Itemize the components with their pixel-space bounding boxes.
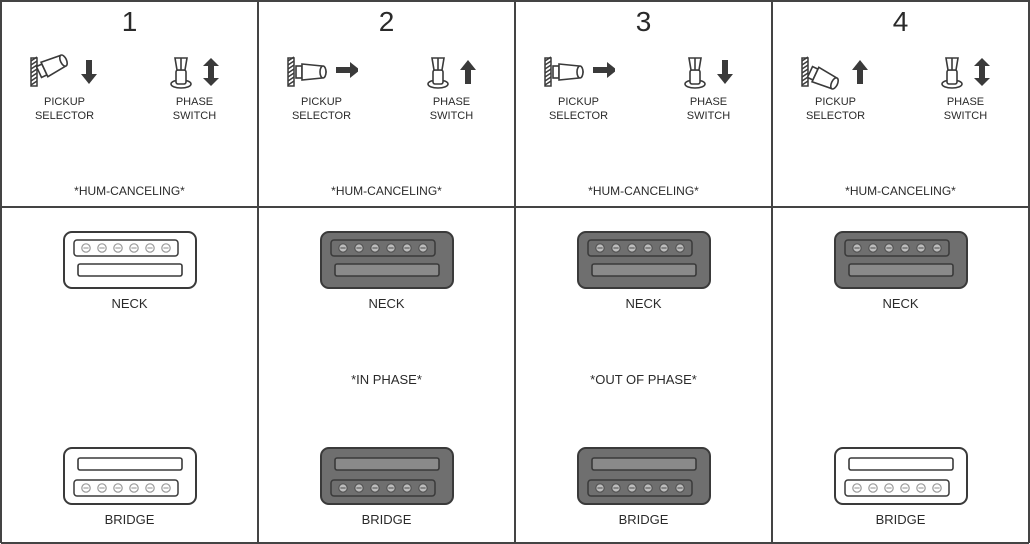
pickup-neck-icon	[831, 228, 971, 292]
selector-arrow-icon	[77, 58, 101, 86]
phase-switch-block: PHASE SWITCH	[916, 50, 1016, 124]
hum-canceling-label: *HUM-CANCELING*	[331, 184, 442, 198]
position-number: 3	[636, 6, 652, 38]
position-number: 2	[379, 6, 395, 38]
phase-switch-block: PHASE SWITCH	[145, 50, 245, 124]
bridge-pickup-block: BRIDGE	[574, 444, 714, 527]
bridge-label: BRIDGE	[876, 512, 926, 527]
pickup-bridge-icon	[317, 444, 457, 508]
position-bottom-2: NECK *IN PHASE* BRIDGE	[258, 207, 515, 544]
neck-label: NECK	[882, 296, 918, 311]
phase-switch-block: PHASE SWITCH	[402, 50, 502, 124]
pickup-selector-label: PICKUP SELECTOR	[292, 96, 351, 124]
selector-arrow-icon	[848, 58, 872, 86]
hum-canceling-label: *HUM-CANCELING*	[74, 184, 185, 198]
phase-switch-block: PHASE SWITCH	[659, 50, 759, 124]
bridge-label: BRIDGE	[362, 512, 412, 527]
position-top-1: 1 PICKUP SELECTOR	[1, 1, 258, 207]
pickup-selector-icon	[800, 52, 844, 92]
bridge-label: BRIDGE	[619, 512, 669, 527]
phase-switch-icon	[681, 54, 709, 90]
pickup-neck-icon	[574, 228, 714, 292]
position-number: 4	[893, 6, 909, 38]
pickup-selector-block: PICKUP SELECTOR	[272, 50, 372, 124]
controls-row: PICKUP SELECTOR PHASE SWITCH	[529, 50, 759, 124]
position-top-4: 4 PICKUP SELECTOR	[772, 1, 1029, 207]
position-number: 1	[122, 6, 138, 38]
bridge-pickup-block: BRIDGE	[831, 444, 971, 527]
controls-row: PICKUP SELECTOR PHASE SWITCH	[786, 50, 1016, 124]
pickup-selector-icon	[29, 52, 73, 92]
phase-switch-label: PHASE SWITCH	[687, 96, 730, 124]
neck-label: NECK	[111, 296, 147, 311]
pickup-selector-block: PICKUP SELECTOR	[529, 50, 629, 124]
phase-switch-label: PHASE SWITCH	[173, 96, 216, 124]
pickup-selector-block: PICKUP SELECTOR	[15, 50, 115, 124]
phase-switch-label: PHASE SWITCH	[430, 96, 473, 124]
neck-pickup-block: NECK	[317, 228, 457, 311]
pickup-bridge-icon	[831, 444, 971, 508]
position-top-3: 3 PICKUP SELECTOR	[515, 1, 772, 207]
neck-label: NECK	[368, 296, 404, 311]
neck-label: NECK	[625, 296, 661, 311]
neck-pickup-block: NECK	[574, 228, 714, 311]
phase-switch-icon	[938, 54, 966, 90]
pickup-bridge-icon	[574, 444, 714, 508]
pickup-selector-icon	[543, 52, 587, 92]
neck-pickup-block: NECK	[60, 228, 200, 311]
position-bottom-4: NECK BRIDGE	[772, 207, 1029, 544]
pickup-neck-icon	[60, 228, 200, 292]
position-bottom-1: NECK BRIDGE	[1, 207, 258, 544]
hum-canceling-label: *HUM-CANCELING*	[845, 184, 956, 198]
pickup-selector-label: PICKUP SELECTOR	[549, 96, 608, 124]
pickup-neck-icon	[317, 228, 457, 292]
phase-switch-icon	[424, 54, 452, 90]
phase-note: *OUT OF PHASE*	[590, 372, 697, 388]
phase-arrow-icon	[970, 58, 994, 86]
phase-arrow-icon	[199, 58, 223, 86]
pickup-bridge-icon	[60, 444, 200, 508]
bridge-pickup-block: BRIDGE	[317, 444, 457, 527]
controls-row: PICKUP SELECTOR PHASE SWITCH	[15, 50, 245, 124]
selector-arrow-icon	[591, 58, 615, 86]
position-bottom-3: NECK *OUT OF PHASE* BRIDGE	[515, 207, 772, 544]
bridge-pickup-block: BRIDGE	[60, 444, 200, 527]
pickup-selector-label: PICKUP SELECTOR	[35, 96, 94, 124]
phase-arrow-icon	[456, 58, 480, 86]
phase-note: *IN PHASE*	[351, 372, 422, 388]
phase-switch-label: PHASE SWITCH	[944, 96, 987, 124]
phase-arrow-icon	[713, 58, 737, 86]
pickup-selector-block: PICKUP SELECTOR	[786, 50, 886, 124]
neck-pickup-block: NECK	[831, 228, 971, 311]
phase-switch-icon	[167, 54, 195, 90]
position-top-2: 2 PICKUP SELECTOR	[258, 1, 515, 207]
hum-canceling-label: *HUM-CANCELING*	[588, 184, 699, 198]
pickup-selector-icon	[286, 52, 330, 92]
selector-arrow-icon	[334, 58, 358, 86]
controls-row: PICKUP SELECTOR PHASE SWITCH	[272, 50, 502, 124]
bridge-label: BRIDGE	[105, 512, 155, 527]
pickup-selector-label: PICKUP SELECTOR	[806, 96, 865, 124]
